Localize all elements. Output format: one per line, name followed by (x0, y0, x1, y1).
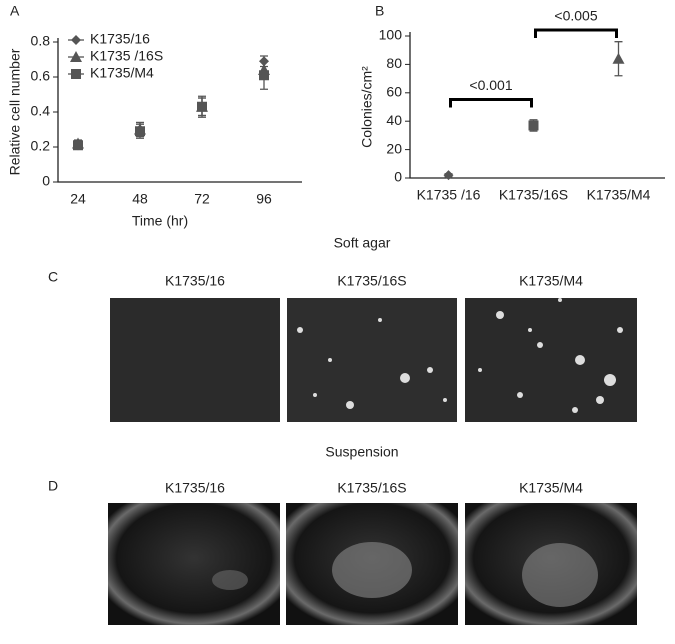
photo (108, 503, 280, 625)
colony (478, 368, 482, 372)
y-tick-label: 0 (42, 173, 50, 189)
colony (572, 407, 578, 413)
y-tick-label: 0.6 (31, 68, 51, 84)
panel-letter: A (10, 3, 20, 19)
legend-marker (71, 35, 81, 45)
photo-caption: K1735/16 (165, 273, 225, 289)
x-axis-label: Time (hr) (132, 213, 188, 229)
legend-marker (71, 69, 81, 79)
legend-label: K1735 /16S (90, 48, 163, 64)
colony (537, 342, 543, 348)
marker (197, 101, 207, 112)
x-tick-label: 96 (256, 191, 272, 207)
cell-cluster (332, 542, 412, 598)
photo-caption: K1735/16S (337, 273, 406, 289)
marker (528, 120, 539, 131)
x-tick-label: K1735 /16 (417, 187, 481, 203)
colony (443, 398, 447, 402)
marker (73, 140, 83, 151)
legend-label: K1735/16 (90, 31, 150, 47)
section-title: Suspension (325, 444, 398, 460)
colony (400, 373, 410, 383)
legend-marker (70, 51, 82, 62)
colony (378, 318, 382, 322)
panel-letter: B (375, 3, 384, 19)
marker (612, 52, 625, 64)
y-tick-label: 0 (394, 169, 402, 185)
annotation: <0.005 (554, 8, 597, 24)
y-tick-label: 80 (386, 55, 402, 71)
y-axis-label: Relative cell number (7, 48, 23, 175)
significance-bracket (449, 97, 533, 108)
colony (313, 393, 317, 397)
photo (110, 298, 280, 422)
x-tick-label: 72 (194, 191, 210, 207)
section-letter: C (48, 269, 58, 285)
x-tick-label: K1735/M4 (587, 187, 651, 203)
legend-label: K1735/M4 (90, 65, 154, 81)
photo-caption: K1735/16S (337, 480, 406, 496)
photo (465, 298, 637, 422)
colony (558, 298, 562, 302)
cell-cluster (212, 570, 248, 590)
colony (517, 392, 523, 398)
photos (108, 298, 637, 625)
photo-caption: K1735/16 (165, 480, 225, 496)
y-tick-label: 0.4 (31, 103, 51, 119)
y-tick-label: 0.2 (31, 138, 51, 154)
y-tick-label: 40 (386, 112, 402, 128)
colony (496, 311, 504, 319)
significance-bracket (534, 28, 618, 38)
y-tick-label: 100 (379, 27, 403, 43)
section-letter: D (48, 478, 58, 494)
colony (596, 396, 604, 404)
annotation: <0.001 (469, 77, 512, 93)
x-tick-label: 24 (70, 191, 86, 207)
cell-cluster (522, 543, 598, 607)
y-tick-label: 0.8 (31, 33, 51, 49)
photo-caption: K1735/M4 (519, 273, 583, 289)
colony (297, 327, 303, 333)
y-tick-label: 60 (386, 84, 402, 100)
x-tick-label: 48 (132, 191, 148, 207)
colony (604, 374, 616, 386)
photo-caption: K1735/M4 (519, 480, 583, 496)
marker (259, 70, 269, 81)
marker (443, 170, 454, 181)
section-title: Soft agar (334, 235, 391, 251)
axis (409, 32, 665, 179)
colony (617, 327, 623, 333)
colony (346, 401, 354, 409)
x-tick-label: K1735/16S (499, 187, 568, 203)
colony (528, 328, 532, 332)
y-axis-label: Colonies/cm² (359, 66, 375, 148)
marker (135, 126, 145, 137)
colony (575, 355, 585, 365)
photo (287, 298, 457, 422)
y-tick-label: 20 (386, 140, 402, 156)
colony (427, 367, 433, 373)
colony (328, 358, 332, 362)
